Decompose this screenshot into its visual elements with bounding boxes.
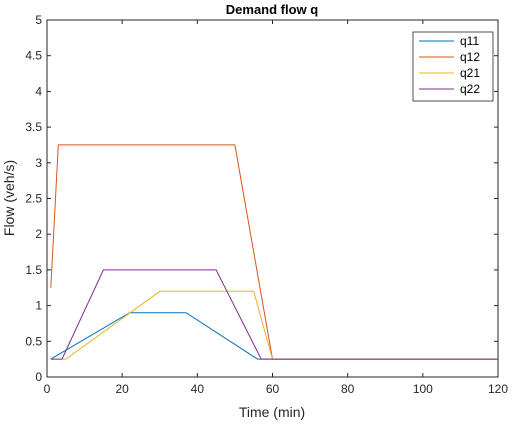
y-tick-label: 4.5 [25,49,42,63]
y-tick-label: 1 [35,299,42,313]
legend-label-q22: q22 [460,82,480,96]
x-tick-label: 40 [191,382,205,396]
y-tick-label: 0.5 [25,334,42,348]
y-tick-label: 0 [35,370,42,384]
y-axis-label: Flow (veh/s) [1,160,17,236]
legend-box [413,32,493,101]
x-axis-label: Time (min) [239,404,305,420]
y-tick-label: 2.5 [25,192,42,206]
legend-label-q21: q21 [460,66,480,80]
y-tick-label: 5 [35,13,42,27]
legend-label-q12: q12 [460,50,480,64]
y-tick-label: 4 [35,84,42,98]
x-tick-label: 0 [44,382,51,396]
x-tick-label: 20 [115,382,129,396]
legend: q11 q12 q21 q22 [413,32,493,101]
y-tick-label: 2 [35,227,42,241]
y-tick-label: 3.5 [25,120,42,134]
x-tick-label: 60 [266,382,280,396]
y-tick-label: 1.5 [25,263,42,277]
legend-label-q11: q11 [460,34,479,48]
chart-title: Demand flow q [226,2,319,17]
x-tick-label: 100 [413,382,433,396]
y-tick-label: 3 [35,156,42,170]
x-tick-label: 120 [488,382,508,396]
x-tick-label: 80 [341,382,355,396]
